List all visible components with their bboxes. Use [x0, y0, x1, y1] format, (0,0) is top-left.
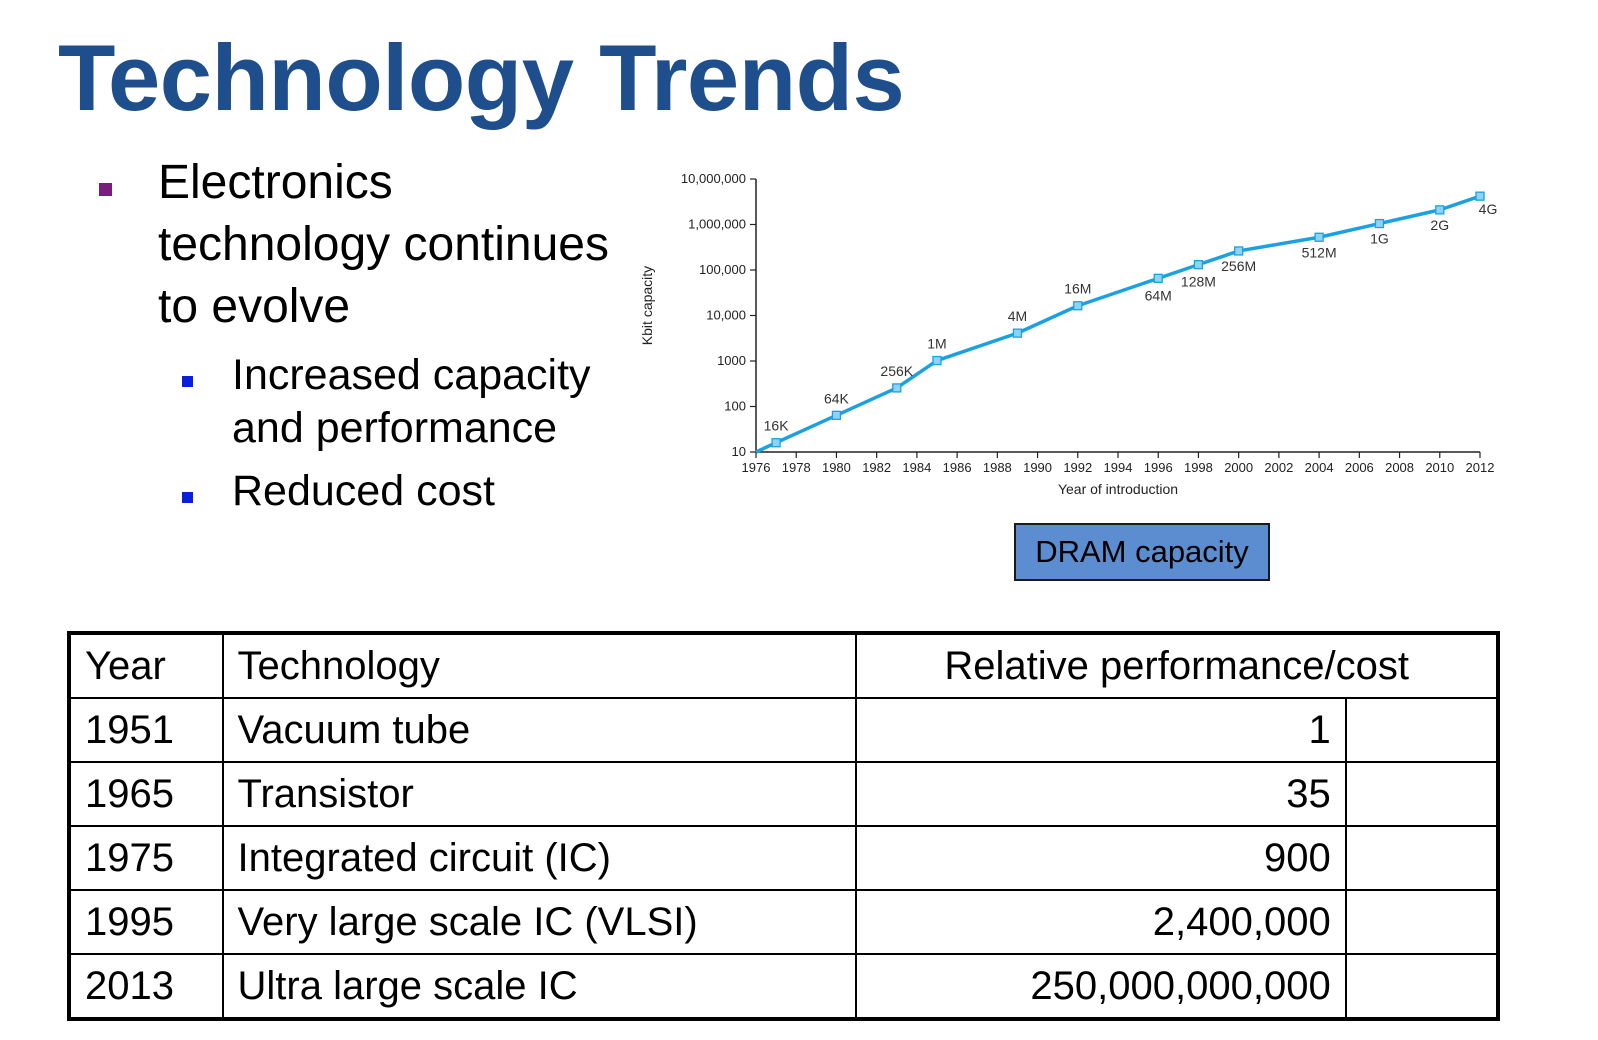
- x-tick-label: 1988: [983, 460, 1012, 475]
- data-label: 4M: [1008, 308, 1027, 324]
- data-label: 64M: [1145, 287, 1172, 303]
- data-label: 16M: [1064, 281, 1091, 297]
- x-tick-label: 2006: [1345, 460, 1374, 475]
- y-tick-label: 100,000: [699, 262, 746, 277]
- sub-bullet-cost: Reduced cost: [232, 467, 495, 515]
- data-label: 2G: [1430, 217, 1449, 233]
- data-point: [892, 383, 902, 393]
- data-point: [1374, 218, 1385, 229]
- x-tick-label: 2002: [1264, 460, 1293, 475]
- x-axis-label: Year of introduction: [1058, 481, 1178, 497]
- data-point: [1435, 205, 1445, 215]
- x-tick-label: 2000: [1224, 460, 1253, 475]
- y-tick-label: 10: [732, 444, 746, 459]
- x-tick-label: 1990: [1023, 460, 1052, 475]
- cell-performance: 900: [855, 825, 1347, 891]
- table-header-row: Year Technology Relative performance/cos…: [68, 632, 1499, 699]
- data-label: 256M: [1221, 258, 1256, 274]
- table-row: 1951 Vacuum tube 1: [68, 697, 1500, 763]
- cell-performance: 2,400,000: [855, 889, 1347, 955]
- cell-empty: [1344, 825, 1500, 891]
- x-tick-label: 1994: [1104, 460, 1133, 475]
- x-tick-label: 1982: [862, 460, 891, 475]
- data-point: [1073, 301, 1083, 311]
- chart-caption: DRAM capacity: [1014, 523, 1270, 581]
- data-label: 1M: [927, 336, 946, 352]
- data-point: [1012, 328, 1023, 338]
- series-line: [755, 194, 1481, 454]
- cell-technology: Transistor: [221, 761, 858, 827]
- data-label: 64K: [824, 390, 850, 406]
- sub-bullet-capacity: Increased capacity and performance: [232, 351, 591, 452]
- table-row: 1995 Very large scale IC (VLSI) 2,400,00…: [68, 889, 1500, 955]
- x-tick-label: 2012: [1466, 460, 1495, 475]
- x-tick-label: 1998: [1184, 460, 1213, 475]
- cell-technology: Ultra large scale IC: [221, 953, 858, 1020]
- cell-performance: 1: [855, 697, 1347, 763]
- cell-year: 1975: [68, 825, 224, 891]
- cell-technology: Vacuum tube: [221, 697, 858, 763]
- data-label: 128M: [1181, 274, 1216, 290]
- y-axis-label: Kbit capacity: [640, 266, 655, 345]
- x-tick-label: 1996: [1144, 460, 1173, 475]
- x-tick-label: 1976: [742, 460, 771, 475]
- data-label: 1G: [1370, 231, 1389, 247]
- data-point: [831, 410, 842, 420]
- x-tick-label: 1986: [943, 460, 972, 475]
- main-bullet: Electronics technology continues to evol…: [158, 156, 609, 333]
- data-point: [1475, 191, 1485, 201]
- header-performance: Relative performance/cost: [855, 632, 1499, 699]
- table-row: 2013 Ultra large scale IC 250,000,000,00…: [68, 953, 1500, 1020]
- dram-capacity-chart: 10 100 1000 10,000 100,000 1,000,000 10,000,00…: [640, 171, 1498, 497]
- cell-technology: Very large scale IC (VLSI): [221, 889, 858, 955]
- cell-technology: Integrated circuit (IC): [221, 825, 858, 891]
- cell-year: 1995: [68, 889, 224, 955]
- x-tick-label: 2004: [1305, 460, 1334, 475]
- x-tick-label: 2010: [1425, 460, 1454, 475]
- y-tick-label: 10,000: [706, 308, 746, 323]
- data-point: [1153, 273, 1163, 284]
- y-tick-label: 1,000,000: [688, 217, 746, 232]
- y-tick-label: 10,000,000: [681, 171, 746, 186]
- y-tick-label: 1000: [717, 353, 746, 368]
- cell-empty: [1344, 761, 1500, 827]
- cell-year: 2013: [68, 953, 224, 1020]
- x-tick-label: 1980: [822, 460, 851, 475]
- table-row: 1975 Integrated circuit (IC) 900: [68, 825, 1500, 891]
- data-point: [932, 355, 942, 366]
- table-row: 1965 Transistor 35: [68, 761, 1500, 827]
- data-label: 4G: [1479, 201, 1498, 217]
- data-point: [1234, 246, 1244, 256]
- x-tick-label: 1984: [902, 460, 931, 475]
- header-year: Year: [68, 632, 224, 699]
- sub-bullet-marker: [182, 492, 193, 503]
- sub-bullet-marker: [182, 376, 193, 387]
- header-technology: Technology: [221, 632, 858, 699]
- x-tick-label: 1992: [1063, 460, 1092, 475]
- data-point: [1193, 260, 1204, 270]
- cell-year: 1951: [68, 697, 224, 763]
- data-label: 16K: [764, 418, 790, 434]
- y-tick-label: 100: [724, 399, 746, 414]
- slide-title: Technology Trends: [58, 25, 905, 130]
- cell-empty: [1344, 889, 1500, 955]
- cell-year: 1965: [68, 761, 224, 827]
- data-point: [1314, 232, 1324, 242]
- bullet-marker: [99, 183, 112, 196]
- data-label: 512M: [1302, 244, 1337, 260]
- x-tick-label: 1978: [782, 460, 811, 475]
- cell-empty: [1344, 953, 1500, 1020]
- data-point: [771, 438, 781, 448]
- cell-performance: 250,000,000,000: [855, 953, 1347, 1020]
- cell-empty: [1344, 697, 1500, 763]
- x-tick-label: 2008: [1385, 460, 1414, 475]
- data-label: 256K: [880, 363, 913, 379]
- cell-performance: 35: [855, 761, 1347, 827]
- technology-table: Year Technology Relative performance/cos…: [67, 631, 1500, 1021]
